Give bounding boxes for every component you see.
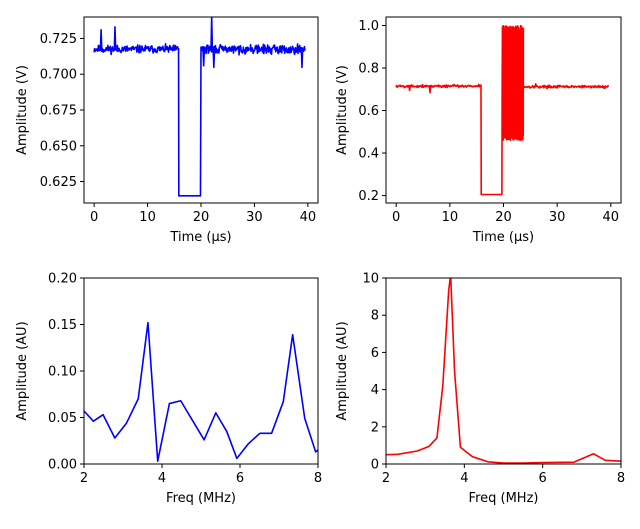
x-tick-label: 20 — [193, 210, 210, 225]
y-tick-label: 0.650 — [40, 139, 77, 154]
series-spike-path — [113, 26, 117, 50]
y-tick-label: 0.4 — [358, 147, 379, 162]
y-tick-label: 0.05 — [48, 411, 77, 426]
series-spike-path — [99, 29, 103, 50]
time-red-axes: 0 10 20 30 40 0.2 0.4 0.6 0.8 1.0 Time (μs) Amplitu… — [335, 16, 622, 245]
series-line-0 — [395, 24, 609, 196]
x-axis-label: Time (μs) — [169, 230, 231, 245]
x-tick-label: 10 — [442, 210, 459, 225]
x-tick-label: 2 — [382, 471, 390, 486]
x-tick-label: 40 — [300, 210, 317, 225]
x-tick-label: 0 — [392, 210, 400, 225]
y-tick-label: 0.15 — [48, 318, 77, 333]
y-tick-label: 0.675 — [40, 104, 77, 119]
y-tick-label: 4 — [371, 383, 379, 398]
x-tick-label: 6 — [539, 471, 547, 486]
series-spikes — [99, 17, 304, 68]
freq-blue-axes: 2 4 6 8 0.00 0.05 0.10 0.15 0.20 Freq (MHz) Amplit… — [15, 272, 322, 507]
y-tick-label: 0.2 — [358, 189, 379, 204]
y-axis-label: Amplitude (AU) — [15, 321, 30, 420]
x-tick-label: 30 — [246, 210, 263, 225]
y-tick-label: 0.10 — [48, 365, 77, 380]
y-tick-label: 0.700 — [40, 68, 77, 83]
series-spike-path — [300, 48, 304, 68]
y-tick-label: 10 — [362, 272, 379, 287]
x-axis-label: Time (μs) — [472, 230, 534, 245]
series-line-0 — [84, 321, 318, 463]
y-tick-label: 0.8 — [358, 62, 379, 77]
series-line-0 — [93, 42, 306, 197]
time-blue-axes: 0 10 20 30 40 0.625 0.650 0.675 0.700 0.725 Time (… — [15, 16, 319, 245]
series-spike-path — [408, 85, 412, 92]
y-tick-label: 0 — [371, 458, 379, 473]
series-line-0 — [386, 278, 621, 464]
x-tick-label: 8 — [314, 471, 322, 486]
y-tick-label: 0.00 — [48, 458, 77, 473]
x-tick-label: 20 — [495, 210, 512, 225]
axes-frame — [385, 277, 622, 465]
y-axis-label: Amplitude (V) — [15, 65, 30, 155]
y-axis-label: Amplitude (AU) — [335, 321, 350, 420]
x-tick-label: 4 — [460, 471, 468, 486]
x-tick-label: 0 — [90, 210, 98, 225]
y-tick-label: 1.0 — [358, 19, 379, 34]
x-tick-label: 4 — [158, 471, 166, 486]
y-tick-label: 0.20 — [48, 272, 77, 287]
y-axis-label: Amplitude (V) — [335, 65, 350, 155]
y-tick-label: 0.725 — [40, 32, 77, 47]
x-tick-label: 40 — [603, 210, 620, 225]
x-axis-label: Freq (MHz) — [469, 491, 539, 506]
series-spike-path — [202, 48, 206, 67]
x-tick-label: 6 — [236, 471, 244, 486]
series-spike-path — [212, 48, 216, 68]
series-spike-path — [210, 17, 214, 50]
x-tick-label: 2 — [80, 471, 88, 486]
y-tick-label: 0.6 — [358, 104, 379, 119]
y-tick-label: 8 — [371, 309, 379, 324]
y-tick-label: 2 — [371, 420, 379, 435]
x-tick-label: 8 — [617, 471, 625, 486]
x-tick-label: 30 — [549, 210, 566, 225]
y-tick-label: 6 — [371, 346, 379, 361]
x-tick-label: 10 — [139, 210, 156, 225]
x-axis-label: Freq (MHz) — [166, 491, 236, 506]
series-spikes — [408, 83, 538, 94]
series-spike-path — [428, 85, 432, 94]
y-tick-label: 0.625 — [40, 175, 77, 190]
